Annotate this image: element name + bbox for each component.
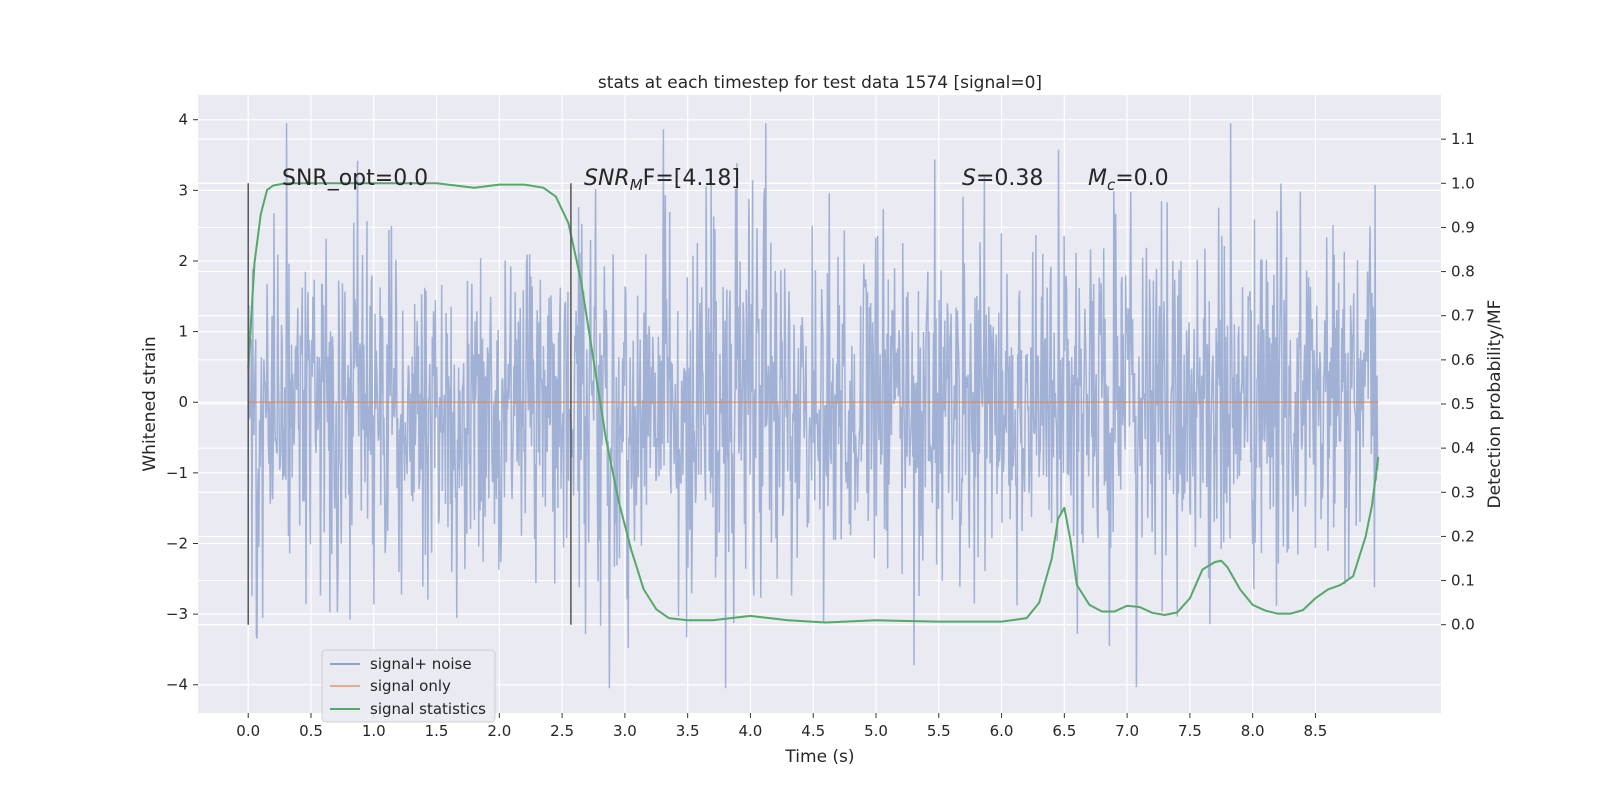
y-left-tick-label: −4 bbox=[166, 676, 188, 694]
chart-title: stats at each timestep for test data 157… bbox=[598, 73, 1042, 93]
x-tick-label: 5.5 bbox=[927, 722, 951, 740]
y-right-tick-label: 0.6 bbox=[1451, 351, 1475, 369]
x-tick-label: 6.0 bbox=[990, 722, 1014, 740]
annotation-snr-mf-sub: M bbox=[630, 176, 643, 194]
x-tick-label: 1.0 bbox=[362, 722, 386, 740]
annotation-mc-rest: =0.0 bbox=[1115, 166, 1168, 191]
x-tick-label: 6.5 bbox=[1052, 722, 1076, 740]
y-left-tick-label: 0 bbox=[178, 393, 188, 411]
y-left-tick-label: −3 bbox=[166, 605, 188, 623]
annotation-s-main: S bbox=[962, 166, 976, 191]
y-right-tick-label: 0.7 bbox=[1451, 307, 1475, 325]
y-left-tick-label: 2 bbox=[178, 252, 188, 270]
y-right-tick-label: 1.0 bbox=[1451, 174, 1475, 192]
x-tick-label: 2.5 bbox=[550, 722, 574, 740]
y-right-tick-label: 0.1 bbox=[1451, 572, 1475, 590]
y-right-tick-label: 0.0 bbox=[1451, 616, 1475, 634]
y-left-tick-label: 3 bbox=[178, 181, 188, 199]
series-signal-statistics-line bbox=[247, 182, 1380, 624]
x-tick-label: 4.5 bbox=[801, 722, 825, 740]
x-axis-label: Time (s) bbox=[784, 747, 854, 767]
annotation-s-rest: =0.38 bbox=[976, 166, 1043, 191]
x-tick-label: 8.5 bbox=[1304, 722, 1328, 740]
x-tick-label: 1.5 bbox=[425, 722, 449, 740]
y-axis-label-right: Detection probability/MF bbox=[1485, 300, 1505, 509]
x-tick-label: 5.0 bbox=[864, 722, 888, 740]
annotation-snr-opt: SNR_opt=0.0 bbox=[282, 166, 428, 191]
series-signal-noise-line bbox=[247, 123, 1379, 689]
annotation-snr-mf: SNRMF=[4.18] bbox=[584, 166, 740, 194]
y-axis-label-left: Whitened strain bbox=[140, 336, 160, 471]
series-lines bbox=[247, 182, 1380, 624]
y-right-tick-label: 0.5 bbox=[1451, 395, 1475, 413]
y-right-tick-label: 1.1 bbox=[1451, 130, 1475, 148]
legend: signal+ noise signal only signal statist… bbox=[321, 649, 496, 723]
x-tick-label: 3.5 bbox=[676, 722, 700, 740]
x-tick-label: 7.5 bbox=[1178, 722, 1202, 740]
vertical-markers bbox=[247, 183, 572, 625]
legend-label-signal-only: signal only bbox=[370, 677, 451, 695]
legend-box bbox=[321, 649, 496, 723]
y-right-tick-label: 0.2 bbox=[1451, 527, 1475, 545]
x-tick-label: 0.5 bbox=[299, 722, 323, 740]
x-tick-label: 0.0 bbox=[236, 722, 260, 740]
annotation-mc-main: M bbox=[1088, 166, 1107, 191]
x-tick-label: 8.0 bbox=[1241, 722, 1265, 740]
y-right-tick-label: 0.9 bbox=[1451, 218, 1475, 236]
y-right-tick-label: 0.3 bbox=[1451, 483, 1475, 501]
annotation-s: S=0.38 bbox=[962, 166, 1043, 191]
y-left-tick-label: −2 bbox=[166, 534, 188, 552]
y-left-tick-label: −1 bbox=[166, 464, 188, 482]
y-left-tick-label: 1 bbox=[178, 323, 188, 341]
annotation-snr-mf-rest: F=[4.18] bbox=[643, 166, 740, 191]
legend-label-signal-statistics: signal statistics bbox=[370, 700, 486, 718]
x-axis-ticks: 0.0 0.5 1.0 1.5 2.0 2.5 3.0 3.5 4.0 4.5 5.0 5.5 6.0 6… bbox=[236, 713, 1327, 740]
y-axis-right-ticks: 1.1 1.0 0.9 0.8 0.7 0.6 0.5 0.4 0.3 0.2 0.1 0.0 bbox=[1441, 130, 1475, 634]
y-right-tick-label: 0.8 bbox=[1451, 263, 1475, 281]
legend-label-signal-noise: signal+ noise bbox=[370, 655, 472, 673]
x-tick-label: 7.0 bbox=[1115, 722, 1139, 740]
annotation-snr-mf-main: SNR bbox=[584, 166, 630, 191]
annotation-mc: Mc=0.0 bbox=[1088, 166, 1169, 194]
x-tick-label: 3.0 bbox=[613, 722, 637, 740]
y-axis-left-ticks: 4 3 2 1 0 −1 −2 −3 −4 bbox=[166, 111, 198, 694]
x-tick-label: 4.0 bbox=[739, 722, 763, 740]
annotation-mc-sub: c bbox=[1107, 176, 1116, 194]
x-tick-label: 2.0 bbox=[487, 722, 511, 740]
y-right-tick-label: 0.4 bbox=[1451, 439, 1475, 457]
y-left-tick-label: 4 bbox=[178, 111, 188, 129]
series-signal-noise bbox=[247, 123, 1379, 689]
